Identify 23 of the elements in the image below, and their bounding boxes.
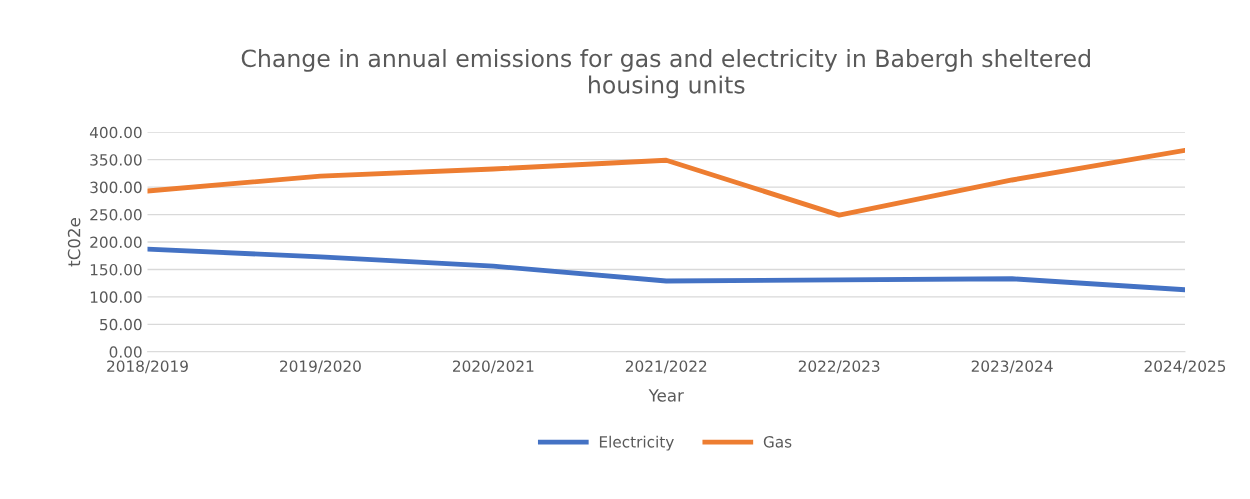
- legend-label: Electricity: [599, 435, 674, 451]
- y-tick-label: 0.00: [109, 346, 142, 358]
- y-tick-label: 200.00: [90, 236, 142, 249]
- x-tick-label: 2018/2019: [107, 360, 188, 374]
- line-series: [147, 147, 1185, 218]
- legend-label: Gas: [763, 436, 792, 448]
- x-tick-label: 2019/2020: [280, 360, 361, 374]
- x-tick-label: 2023/2024: [971, 360, 1053, 374]
- y-tick-label: 100.00: [90, 291, 142, 303]
- y-tick-label: 50.00: [100, 318, 142, 331]
- y-tick-label: 300.00: [90, 181, 142, 194]
- x-tick-label: 2022/2023: [798, 360, 880, 374]
- y-tick-label: 400.00: [89, 126, 142, 139]
- y-tick-label: 350.00: [90, 154, 142, 166]
- y-axis-title: tC02e: [67, 218, 81, 267]
- x-axis-title: Year: [648, 389, 684, 402]
- y-tick-label: 250.00: [90, 209, 142, 221]
- y-tick-label: 150.00: [90, 263, 142, 276]
- x-tick-label: 2021/2022: [625, 360, 707, 374]
- x-tick-label: 2020/2021: [453, 360, 534, 374]
- chart-title: Change in annual emissions for gas and electricity in Babergh sheltered housing units: [241, 48, 1090, 99]
- x-tick-label: 2024/2025: [1144, 360, 1226, 374]
- line-series: [147, 246, 1185, 293]
